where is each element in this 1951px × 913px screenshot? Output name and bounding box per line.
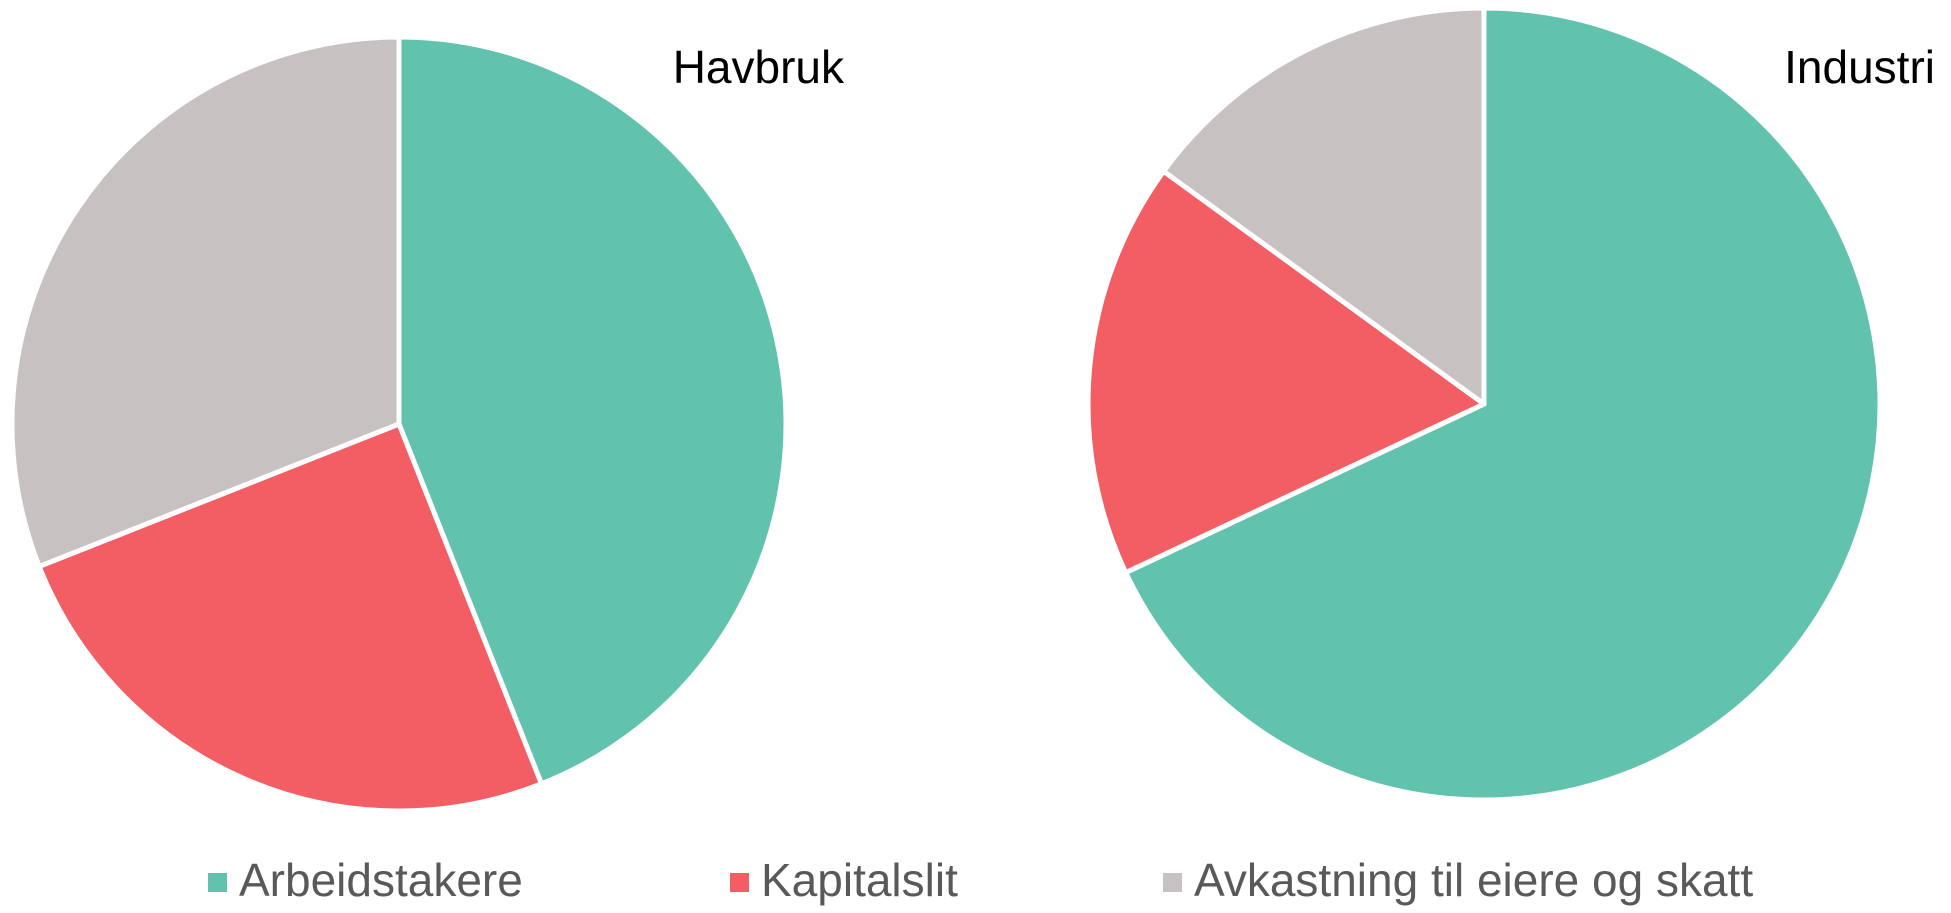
pie-slice xyxy=(36,421,544,814)
pie-slice xyxy=(1085,168,1487,576)
pie-slice xyxy=(9,34,402,569)
chart-title: Industri xyxy=(1784,41,1935,93)
legend-swatch xyxy=(208,873,227,892)
legend-label: Kapitalslit xyxy=(761,854,958,906)
legend-swatch xyxy=(1163,873,1182,892)
pie-slice xyxy=(1161,5,1487,407)
legend-swatch xyxy=(730,873,749,892)
pie-slice xyxy=(1123,5,1883,803)
legend-label: Avkastning til eiere og skatt xyxy=(1194,854,1753,906)
chart-title: Havbruk xyxy=(673,41,845,93)
legend-label: Arbeidstakere xyxy=(239,854,523,906)
pie-slice xyxy=(396,34,789,787)
